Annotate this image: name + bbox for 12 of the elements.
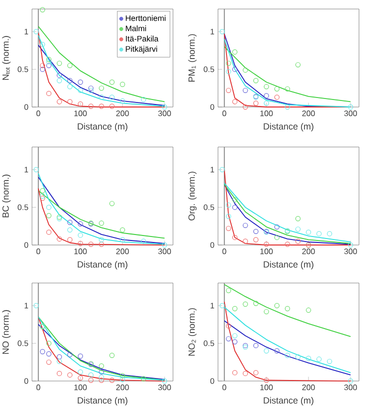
y-axis-title: NO$_{2}$ (norm.) [188, 308, 197, 356]
y-axis-title: PM$_{1}$ (norm.) [188, 34, 197, 82]
y-axis-title: NO (norm.) [2, 310, 11, 354]
x-axis-title: Distance (m) [264, 397, 314, 406]
y-axis-title: N$_{tot}$ (norm.) [2, 36, 11, 80]
y-axis-title: Org. (norm.) [188, 172, 197, 220]
x-axis-title: Distance (m) [78, 397, 128, 406]
x-axis-title: Distance (m) [264, 261, 314, 270]
x-axis-title: Distance (m) [78, 261, 128, 270]
x-axis-title: Distance (m) [78, 123, 128, 132]
x-axis-title: Distance (m) [264, 123, 314, 132]
y-axis-title: BC (norm.) [2, 174, 11, 218]
